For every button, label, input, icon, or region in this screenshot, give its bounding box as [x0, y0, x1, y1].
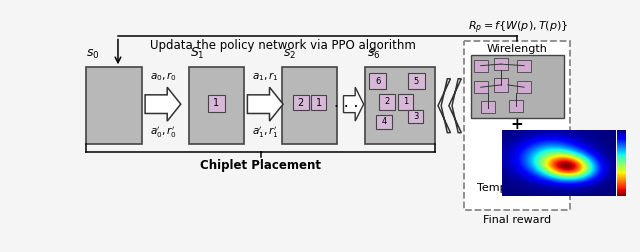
Bar [481, 101, 495, 113]
Text: 2: 2 [298, 98, 304, 108]
Text: 2: 2 [384, 97, 390, 106]
Bar [494, 78, 508, 92]
Bar [517, 81, 531, 93]
Bar [379, 94, 395, 110]
Text: $a_0,r_0$: $a_0,r_0$ [150, 71, 177, 83]
Bar [470, 55, 564, 118]
Text: $s_2$: $s_2$ [283, 48, 296, 61]
Text: $a_0^{\prime},r_0^{\prime}$: $a_0^{\prime},r_0^{\prime}$ [150, 124, 177, 140]
Bar [474, 81, 488, 93]
Text: Updata the policy network via PPO algorithm: Updata the policy network via PPO algori… [150, 39, 417, 52]
Text: · · ·: · · · [335, 100, 359, 115]
Text: Wirelength: Wirelength [486, 44, 548, 54]
Text: $s_6$: $s_6$ [367, 48, 380, 61]
Polygon shape [145, 87, 180, 121]
Bar [517, 59, 531, 72]
Text: 1: 1 [213, 98, 220, 108]
Bar [408, 73, 425, 89]
Bar [465, 41, 570, 210]
Text: Final reward: Final reward [483, 215, 551, 225]
Text: 1: 1 [316, 98, 322, 108]
Polygon shape [344, 87, 364, 121]
Text: 5: 5 [413, 77, 419, 86]
Bar [282, 67, 337, 144]
Bar [408, 110, 423, 123]
Bar [376, 115, 392, 129]
Text: $S_1$: $S_1$ [190, 46, 205, 61]
Polygon shape [438, 79, 451, 133]
Text: $a_1,r_1$: $a_1,r_1$ [252, 71, 279, 83]
Bar [509, 100, 524, 112]
Bar [494, 58, 508, 70]
Text: $R_p = f\{W(p),T(p)\}$: $R_p = f\{W(p),T(p)\}$ [467, 19, 568, 36]
Text: Temperature: Temperature [477, 183, 548, 193]
Text: 3: 3 [413, 112, 419, 121]
Bar [369, 73, 386, 89]
Bar [86, 67, 142, 144]
Bar [311, 95, 326, 110]
Polygon shape [449, 79, 461, 133]
Text: 4: 4 [381, 117, 387, 126]
Polygon shape [248, 87, 283, 121]
Bar [397, 94, 413, 110]
Bar [293, 95, 308, 110]
Text: Chiplet Placement: Chiplet Placement [200, 159, 321, 172]
Text: +: + [511, 117, 524, 133]
Bar [189, 67, 244, 144]
Bar [208, 95, 225, 112]
Text: $a_1^{\prime},r_1^{\prime}$: $a_1^{\prime},r_1^{\prime}$ [252, 124, 279, 140]
Text: 1: 1 [403, 97, 408, 106]
Text: 6: 6 [375, 77, 380, 86]
Bar [474, 59, 488, 72]
Bar [365, 67, 435, 144]
Text: $s_0$: $s_0$ [86, 48, 100, 61]
